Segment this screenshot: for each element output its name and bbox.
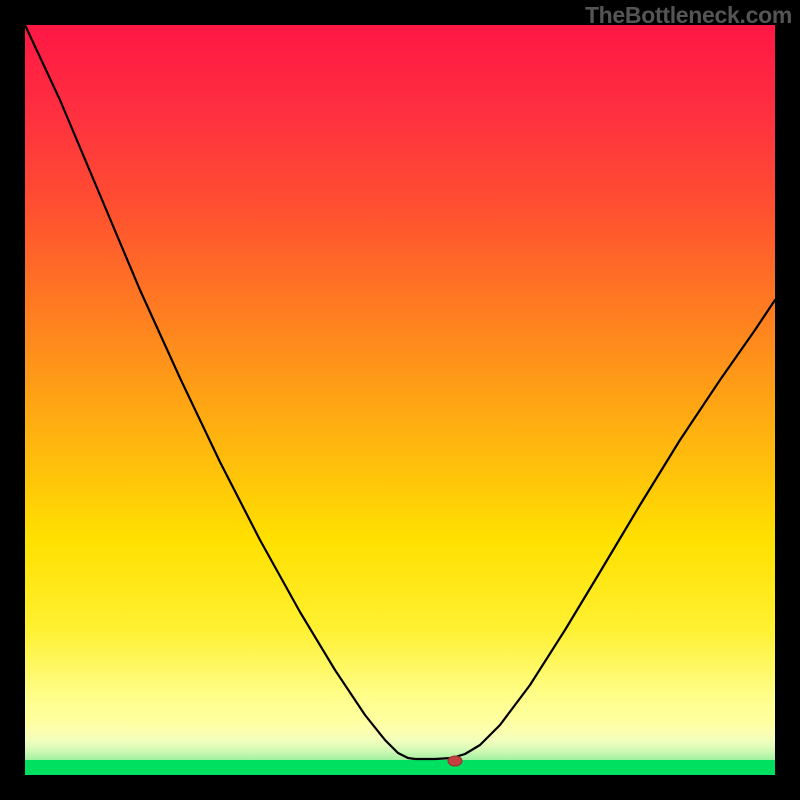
plot-background [25,25,775,760]
image-container: TheBottleneck.com [0,0,800,800]
green-stripe [25,760,775,775]
border-bottom [0,775,800,800]
border-left [0,0,25,800]
border-right [775,0,800,800]
optimal-marker [448,756,462,766]
bottleneck-chart [0,0,800,800]
watermark-text: TheBottleneck.com [585,2,792,29]
